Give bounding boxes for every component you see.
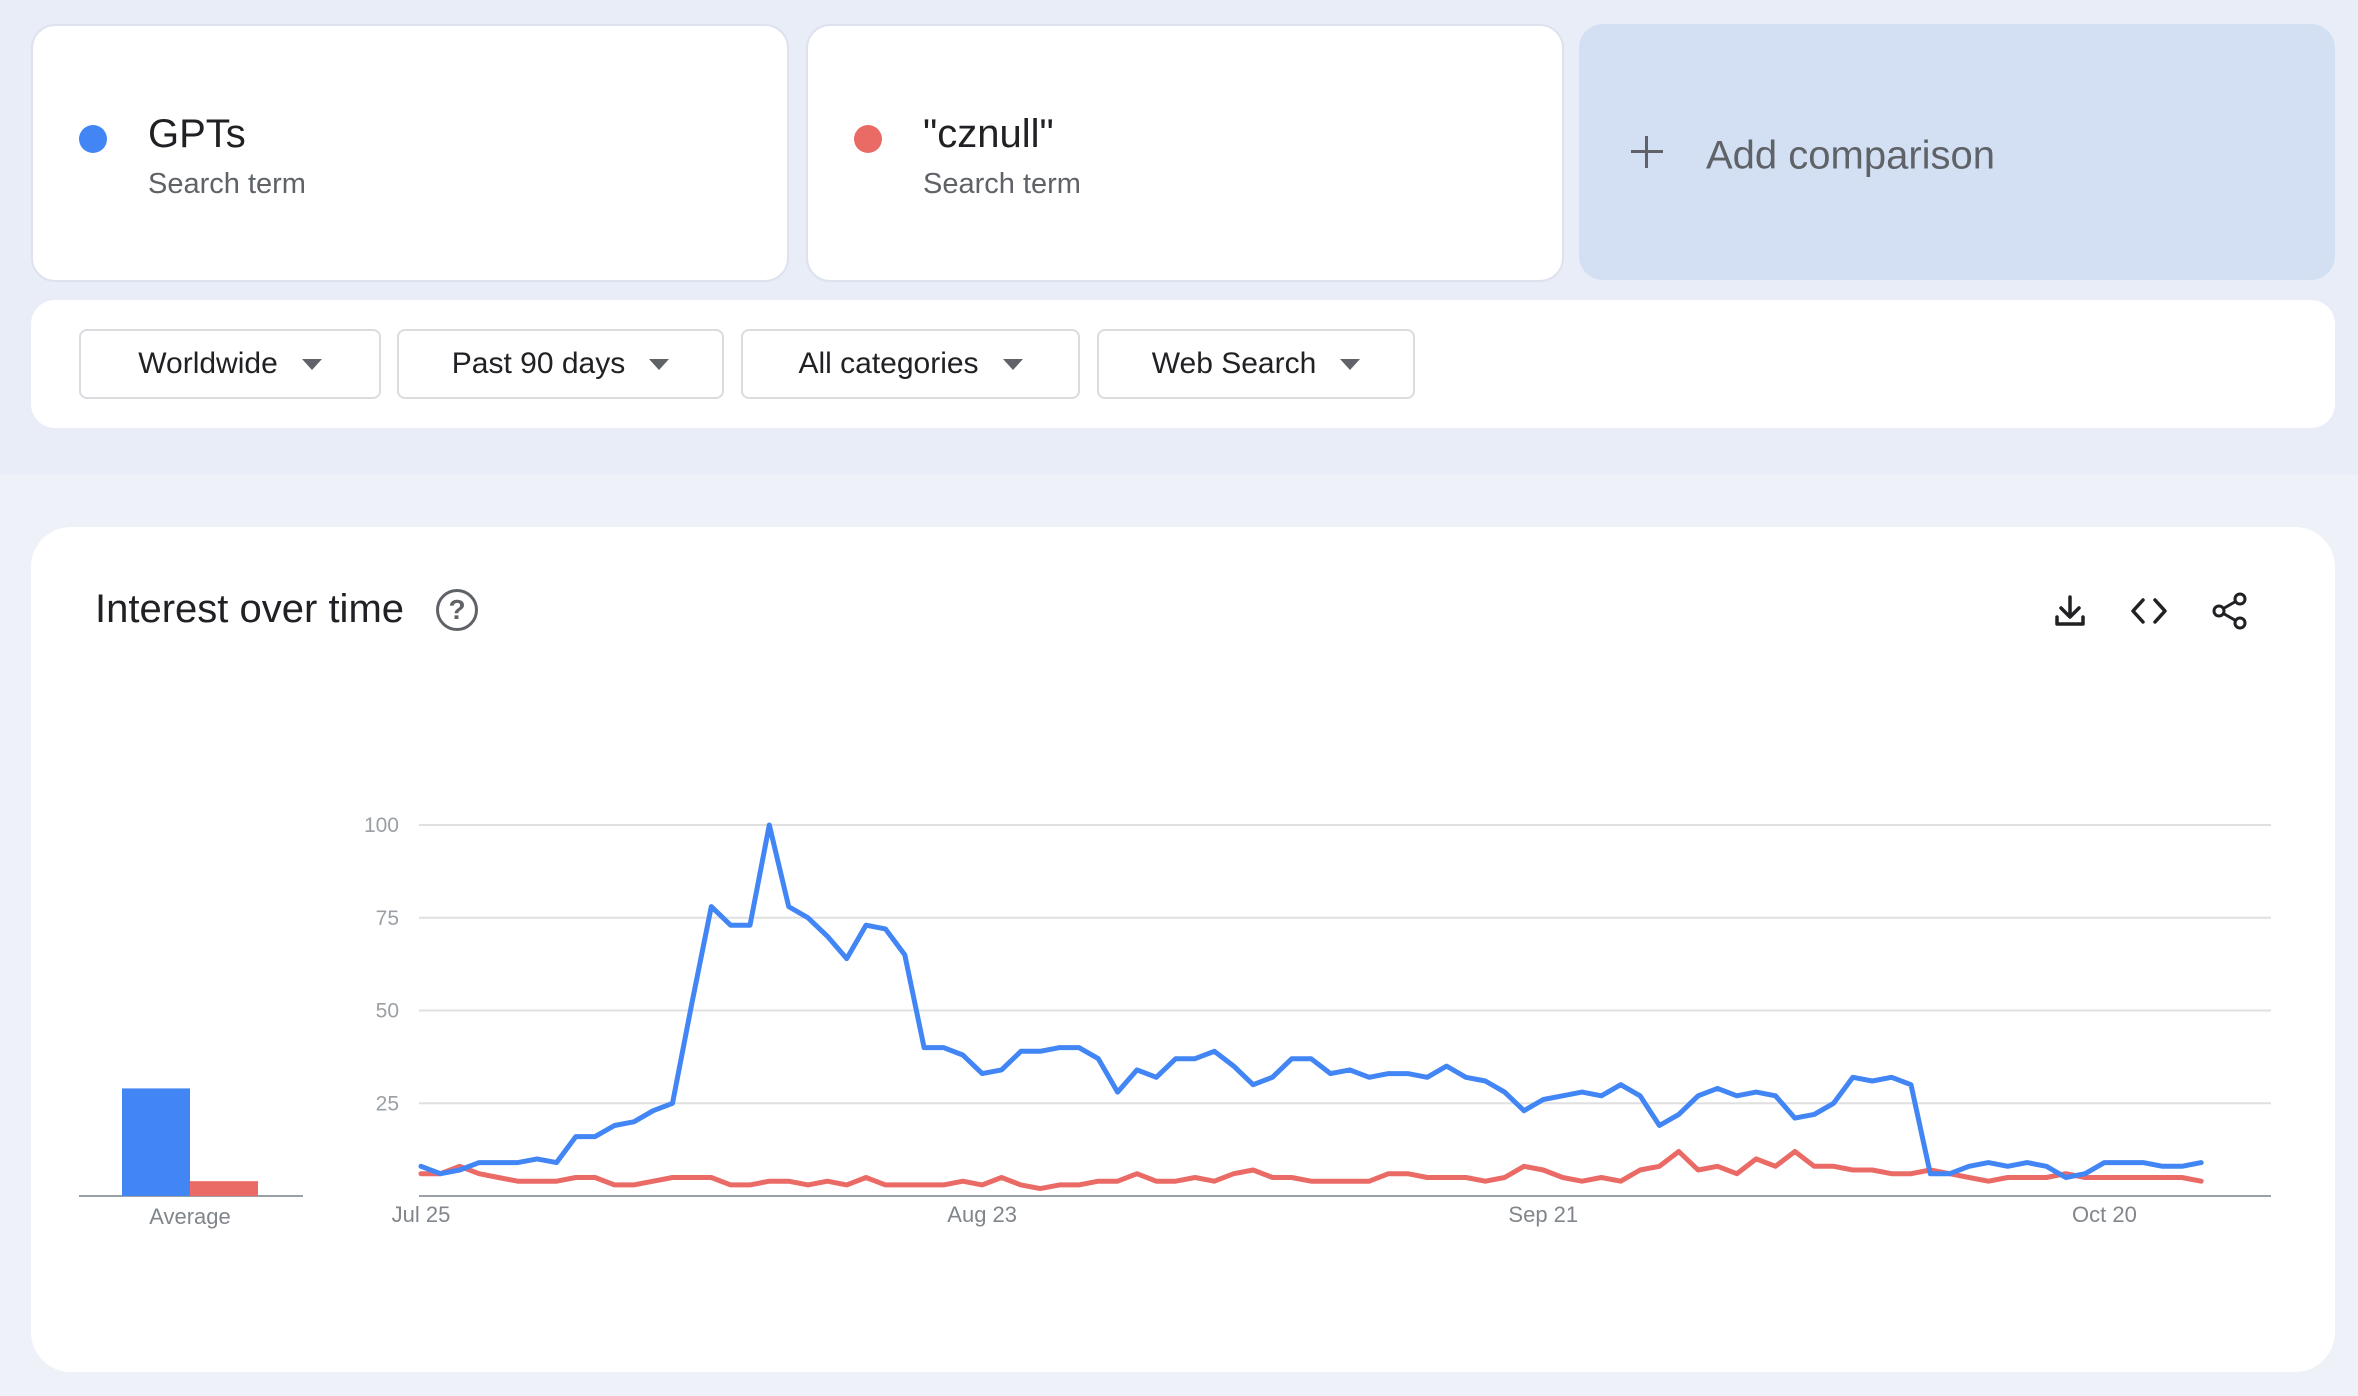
y-tick-label: 75 <box>376 907 399 930</box>
term-name: GPTs <box>148 112 246 156</box>
x-tick-label: Sep 21 <box>1508 1202 1578 1227</box>
term-type: Search term <box>148 168 306 200</box>
series-line <box>418 1149 2204 1192</box>
chevron-down-icon <box>301 358 322 370</box>
category-dropdown[interactable]: All categories <box>741 329 1080 399</box>
time-range-dropdown[interactable]: Past 90 days <box>397 329 724 399</box>
embed-icon[interactable] <box>2127 589 2171 633</box>
term-card-gpts[interactable]: GPTs Search term <box>31 24 789 282</box>
average-bar <box>122 1088 190 1196</box>
y-tick-label: 50 <box>376 1000 399 1023</box>
x-tick-label: Jul 25 <box>392 1202 451 1227</box>
y-tick-label: 100 <box>364 814 399 837</box>
term-name: "cznull" <box>923 112 1054 156</box>
region-dropdown-label: Worldwide <box>138 347 278 380</box>
plus-icon <box>1631 136 1663 168</box>
category-dropdown-label: All categories <box>798 347 979 380</box>
x-tick-label: Oct 20 <box>2072 1202 2137 1227</box>
chevron-down-icon <box>1002 358 1023 370</box>
filter-bar: Worldwide Past 90 days All categories We… <box>31 300 2335 428</box>
add-comparison-label: Add comparison <box>1706 133 1996 178</box>
download-icon[interactable] <box>2048 589 2092 633</box>
interest-over-time-panel: Interest over time ? 25 50 75 100 Jul 25 Aug … <box>31 527 2335 1372</box>
series-line <box>418 822 2204 1180</box>
search-type-dropdown[interactable]: Web Search <box>1097 329 1415 399</box>
term-type: Search term <box>923 168 1081 200</box>
add-comparison-button[interactable]: Add comparison <box>1579 24 2335 280</box>
y-tick-label: 25 <box>376 1092 399 1115</box>
time-range-dropdown-label: Past 90 days <box>451 347 626 380</box>
question-icon[interactable]: ? <box>436 589 478 631</box>
share-icon[interactable] <box>2208 589 2252 633</box>
x-tick-label: Aug 23 <box>947 1202 1017 1227</box>
chevron-down-icon <box>649 358 670 370</box>
panel-title: Interest over time <box>95 587 405 631</box>
interest-chart: 25 50 75 100 Jul 25 Aug 23 Sep 21 Oct 20 Average <box>79 814 2271 1229</box>
average-label: Average <box>149 1204 231 1229</box>
search-type-dropdown-label: Web Search <box>1151 347 1317 380</box>
region-dropdown[interactable]: Worldwide <box>79 329 381 399</box>
term-color-dot <box>79 125 107 153</box>
term-color-dot <box>854 125 882 153</box>
average-bar <box>190 1181 258 1196</box>
term-card-cznull[interactable]: "cznull" Search term <box>806 24 1564 282</box>
chevron-down-icon <box>1340 358 1361 370</box>
